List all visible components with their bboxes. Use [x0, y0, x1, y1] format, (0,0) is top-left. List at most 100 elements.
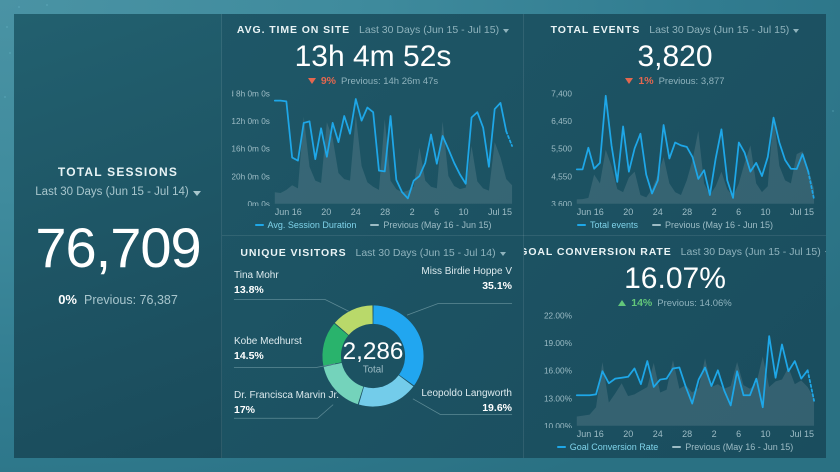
legend-label-current: Goal Conversion Rate: [569, 442, 659, 452]
chevron-down-icon: [824, 251, 826, 256]
svg-text:2d 12h 0m 0s: 2d 12h 0m 0s: [232, 117, 270, 126]
trend-up-icon: [618, 300, 627, 307]
legend-label-previous: Previous (May 16 - Jun 15): [383, 220, 492, 230]
x-tick-label: 6: [434, 207, 440, 217]
x-tick-label: 28: [682, 429, 693, 439]
legend-label-previous: Previous (May 16 - Jun 15): [664, 220, 774, 230]
goal-conversion-rate-tile: GOAL CONVERSION RATE Last 30 Days (Jun 1…: [524, 236, 826, 458]
x-tick-label: 24: [350, 207, 361, 217]
x-tick-label: Jul 15: [789, 429, 814, 439]
avg-time-on-site-comparison: 9% Previous: 14h 26m 47s: [232, 75, 514, 87]
avg-time-on-site-chart[interactable]: 3d 8h 0m 0s 2d 12h 0m 0s 1d 16h 0m 0s 20h 0…: [232, 89, 514, 206]
total-events-previous: Previous: 3,877: [658, 75, 725, 87]
horizontal-divider: [524, 235, 826, 236]
goal-conversion-rate-header: GOAL CONVERSION RATE Last 30 Days (Jun 1…: [524, 246, 826, 259]
x-tick-label: 10: [760, 429, 771, 439]
x-tick-label: 10: [458, 207, 469, 217]
goal-conversion-rate-title: GOAL CONVERSION RATE: [524, 246, 672, 259]
svg-text:3d 8h 0m 0s: 3d 8h 0m 0s: [232, 90, 270, 99]
donut-slice-label: Dr. Francisca Marvin Jr. 17%: [234, 390, 339, 417]
x-tick-label: 2: [409, 207, 415, 217]
svg-text:4,550: 4,550: [551, 173, 572, 182]
chevron-down-icon: [192, 190, 201, 196]
avg-time-on-site-legend: Avg. Session Duration Previous (May 16 -…: [232, 220, 514, 230]
x-tick-label: 20: [321, 207, 332, 217]
legend-item-previous[interactable]: Previous (May 16 - Jun 15): [370, 220, 491, 230]
avg-time-on-site-delta: 9%: [320, 75, 336, 88]
x-tick-label: Jun 16: [274, 207, 302, 217]
total-events-chart[interactable]: 7,400 6,450 5,500 4,550 3,600: [534, 89, 816, 206]
avg-time-on-site-header: AVG. TIME ON SITE Last 30 Days (Jun 15 -…: [232, 24, 514, 37]
donut-slice-label: Leopoldo Langworth 19.6%: [421, 388, 512, 415]
legend-label-previous: Previous (May 16 - Jun 15): [685, 442, 794, 452]
vertical-divider: [523, 236, 524, 458]
svg-text:22.00%: 22.00%: [544, 312, 573, 321]
unique-visitors-title: UNIQUE VISITORS: [240, 247, 347, 259]
donut-slice[interactable]: [334, 305, 373, 335]
goal-conversion-rate-chart[interactable]: 22.00% 19.00% 16.00% 13.00% 10.00%: [534, 311, 816, 428]
legend-item-current[interactable]: Goal Conversion Rate: [556, 442, 659, 452]
avg-time-on-site-title: AVG. TIME ON SITE: [236, 24, 351, 37]
svg-text:6,450: 6,450: [551, 117, 572, 126]
goal-conversion-rate-delta: 14%: [631, 297, 653, 310]
x-tick-label: 28: [380, 207, 391, 217]
donut-slice-value: 17%: [234, 403, 256, 416]
donut-slice-label: Tina Mohr 13.8%: [234, 270, 279, 297]
total-events-delta: 1%: [638, 75, 654, 88]
donut-slice[interactable]: [323, 362, 364, 405]
donut-slice-label: Kobe Medhurst 14.5%: [234, 336, 302, 363]
unique-visitors-date-range-selector[interactable]: Last 30 Days (Jun 15 - Jul 14): [356, 247, 506, 259]
total-events-tile: TOTAL EVENTS Last 30 Days (Jun 15 - Jul …: [524, 14, 826, 236]
chevron-down-icon: [793, 29, 800, 34]
x-tick-label: 28: [682, 207, 693, 217]
donut-slice[interactable]: [322, 323, 349, 366]
goal-conversion-rate-legend: Goal Conversion Rate Previous (May 16 - …: [534, 442, 816, 452]
legend-item-previous[interactable]: Previous (May 16 - Jun 15): [651, 220, 774, 230]
legend-item-previous[interactable]: Previous (May 16 - Jun 15): [672, 442, 793, 452]
svg-text:10.00%: 10.00%: [544, 422, 573, 428]
svg-text:5,500: 5,500: [551, 145, 572, 154]
donut-slice-label: Miss Birdie Hoppe V 35.1%: [421, 266, 512, 293]
vertical-divider: [523, 14, 524, 236]
x-tick-label: 20: [623, 207, 634, 217]
goal-conversion-rate-value: 16.07%: [624, 261, 726, 295]
svg-text:7,400: 7,400: [551, 90, 572, 99]
donut-slice[interactable]: [373, 305, 424, 386]
chevron-down-icon: [503, 29, 510, 34]
unique-visitors-donut[interactable]: 2,286 Total Miss Birdie Hoppe V 35.1% Leopo…: [232, 260, 514, 452]
trend-down-icon: [625, 78, 634, 85]
total-events-comparison: 1% Previous: 3,877: [534, 75, 816, 87]
charts-grid: AVG. TIME ON SITE Last 30 Days (Jun 15 -…: [222, 14, 826, 458]
x-tick-label: Jun 16: [576, 207, 604, 217]
donut-slice-name: Miss Birdie Hoppe V: [421, 266, 512, 277]
avg-time-on-site-date-range-selector[interactable]: Last 30 Days (Jun 15 - Jul 15): [359, 24, 510, 36]
total-events-legend: Total events Previous (May 16 - Jun 15): [534, 220, 816, 230]
total-sessions-date-range-selector[interactable]: Last 30 Days (Jun 15 - Jul 14): [35, 186, 201, 198]
avg-time-on-site-x-axis: Jun 16 20 24 28 2 6 10 Jul 15: [232, 207, 514, 217]
x-tick-label: 6: [736, 207, 742, 217]
svg-text:20h 0m 0s: 20h 0m 0s: [232, 173, 270, 182]
x-tick-label: 24: [652, 207, 663, 217]
total-sessions-comparison: 0% Previous: 76,387: [58, 292, 178, 307]
total-sessions-tile: TOTAL SESSIONS Last 30 Days (Jun 15 - Ju…: [14, 14, 222, 458]
goal-conversion-rate-date-range-selector[interactable]: Last 30 Days (Jun 15 - Jul 15): [681, 246, 826, 258]
avg-time-on-site-tile: AVG. TIME ON SITE Last 30 Days (Jun 15 -…: [222, 14, 524, 236]
legend-item-current[interactable]: Total events: [576, 220, 638, 230]
x-tick-label: Jul 15: [789, 207, 814, 217]
total-sessions-date-range-label: Last 30 Days (Jun 15 - Jul 14): [35, 186, 189, 198]
donut-center-value: 2,286: [343, 338, 404, 365]
x-tick-label: 20: [623, 429, 634, 439]
x-tick-label: 24: [652, 429, 663, 439]
total-sessions-title: TOTAL SESSIONS: [57, 165, 179, 179]
total-events-date-range-label: Last 30 Days (Jun 15 - Jul 15): [649, 24, 790, 37]
donut-slice[interactable]: [358, 375, 414, 407]
legend-label-current: Avg. Session Duration: [267, 220, 357, 230]
total-events-value: 3,820: [637, 39, 713, 73]
donut-slice-value: 19.6%: [482, 401, 512, 414]
x-tick-label: 2: [711, 429, 717, 439]
total-events-date-range-selector[interactable]: Last 30 Days (Jun 15 - Jul 15): [649, 24, 800, 37]
vertical-divider: [221, 14, 222, 458]
legend-item-current[interactable]: Avg. Session Duration: [254, 220, 357, 230]
avg-time-on-site-value: 13h 4m 52s: [294, 39, 452, 73]
